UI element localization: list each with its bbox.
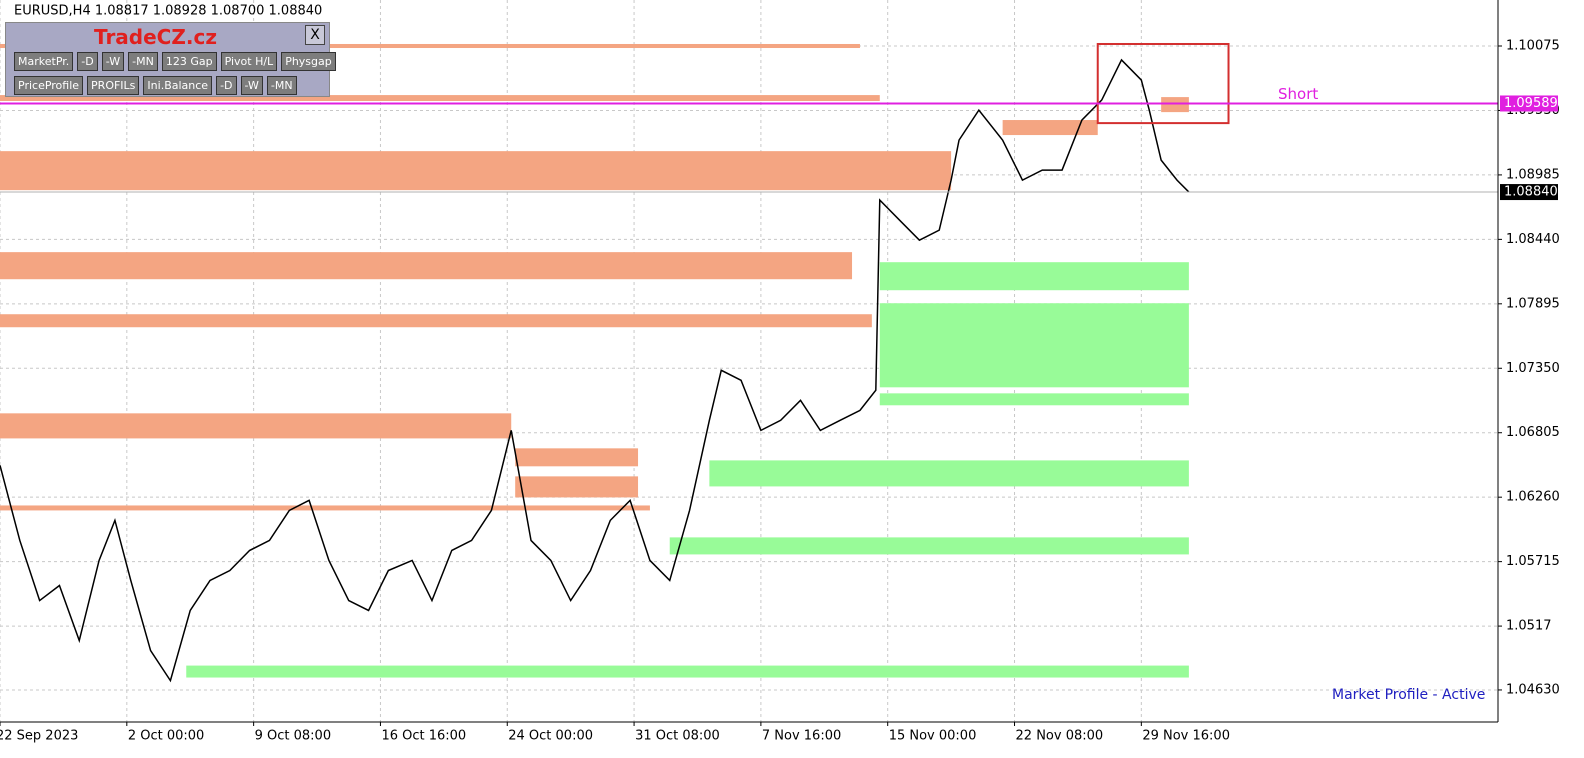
panel-button[interactable]: PROFILs (87, 76, 140, 95)
price-zone (0, 505, 650, 511)
y-tick-label: 1.04630 (1506, 682, 1560, 697)
short-label: Short (1278, 85, 1318, 103)
indicator-panel: TradeCZ.cz X MarketPr. -D -W -MN 123 Gap Pivo… (5, 22, 336, 97)
price-zone (1161, 97, 1189, 113)
x-tick-label: 24 Oct 00:00 (508, 729, 593, 744)
panel-button[interactable]: -MN (266, 76, 297, 95)
y-tick-label: 1.06805 (1506, 425, 1560, 440)
panel-button[interactable]: Physgap (281, 52, 336, 71)
short-price-box (1500, 95, 1558, 112)
last-price-box (1500, 184, 1558, 201)
x-tick-label: 15 Nov 00:00 (889, 729, 977, 744)
last-price-label: 1.08840 (1504, 185, 1558, 200)
y-tick-label: 1.08440 (1506, 232, 1560, 247)
x-tick-label: 2 Oct 00:00 (128, 729, 204, 744)
trade-box (1096, 42, 1230, 125)
price-zone (186, 665, 1189, 678)
close-button[interactable]: X (305, 25, 325, 45)
price-zone (515, 448, 639, 467)
price-zone (879, 303, 1189, 388)
price-zone (709, 460, 1189, 487)
y-tick-label: 1.07895 (1506, 296, 1560, 311)
price-zone (515, 476, 639, 498)
y-tick-label: 1.08985 (1506, 167, 1560, 182)
panel-button[interactable]: PriceProfile (14, 76, 84, 95)
panel-button[interactable]: Pivot H/L (220, 52, 278, 71)
panel-button[interactable]: MarketPr. (14, 52, 74, 71)
price-zone (0, 95, 880, 101)
plot-layer (0, 0, 1498, 722)
price-zone (0, 151, 952, 191)
x-tick-label: 16 Oct 16:00 (381, 729, 466, 744)
price-line (0, 58, 1190, 683)
panel-button[interactable]: -D (216, 76, 237, 95)
panel-button[interactable]: -MN (128, 52, 158, 71)
x-tick-label: 29 Nov 16:00 (1142, 729, 1230, 744)
x-tick-label: 9 Oct 08:00 (255, 729, 331, 744)
short-price-label: 1.09589 (1504, 96, 1558, 111)
price-zone (879, 393, 1189, 406)
panel-title: TradeCZ.cz (94, 25, 217, 49)
y-tick-label: 1.05715 (1506, 554, 1560, 569)
x-tick-label: 22 Sep 2023 (0, 729, 78, 744)
panel-button[interactable]: Ini.Balance (143, 76, 213, 95)
y-tick-label: 1.06260 (1506, 490, 1560, 505)
x-tick-label: 7 Nov 16:00 (762, 729, 841, 744)
panel-button[interactable]: -W (101, 52, 125, 71)
price-zone (879, 262, 1189, 291)
y-tick-label: 1.0517 (1506, 619, 1552, 634)
price-zone (0, 413, 512, 439)
price-zone (669, 537, 1189, 555)
price-zone (0, 314, 872, 328)
panel-button[interactable]: -W (240, 76, 263, 95)
price-zone (1002, 120, 1098, 136)
x-tick-label: 31 Oct 08:00 (635, 729, 720, 744)
panel-button[interactable]: -D (77, 52, 98, 71)
symbol-header: EURUSD,H4 1.08817 1.08928 1.08700 1.0884… (14, 4, 322, 19)
price-zone (0, 43, 860, 49)
button-row: PriceProfile PROFILs Ini.Balance -D -W -MN (14, 76, 297, 95)
price-zone (0, 252, 853, 280)
y-tick-label: 1.10075 (1506, 39, 1560, 54)
status-label: Market Profile - Active (1332, 687, 1485, 703)
x-tick-label: 22 Nov 08:00 (1016, 729, 1104, 744)
button-row: MarketPr. -D -W -MN 123 Gap Pivot H/L Physgap (14, 52, 336, 71)
panel-button[interactable]: 123 Gap (161, 52, 217, 71)
y-tick-label: 1.07350 (1506, 361, 1560, 376)
